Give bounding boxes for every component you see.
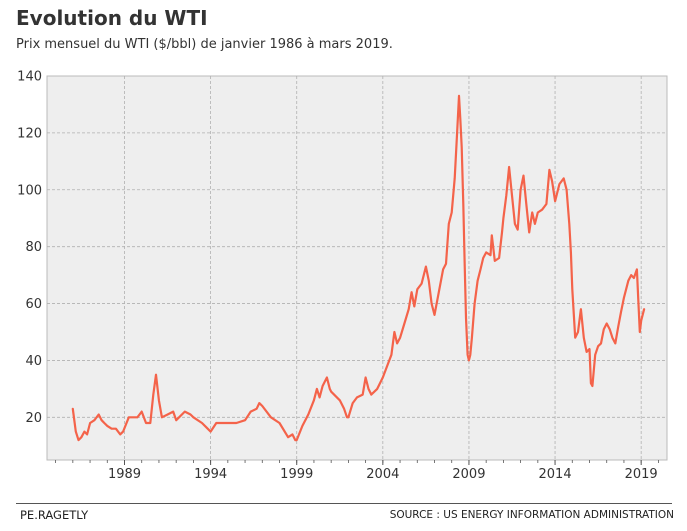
plot-area [46,75,668,461]
x-tick-label: 1989 [108,467,141,482]
y-tick-label: 40 [25,354,42,369]
y-tick-label: 140 [17,70,42,85]
x-tick-label: 2004 [366,467,399,482]
x-tick-label: 2019 [625,467,658,482]
axis-ticks: 20 40 60 80 100 120 140 1989 1994 1999 2004 2009 201… [17,70,659,482]
footer-source: SOURCE : US ENERGY INFORMATION ADMINISTR… [389,509,674,521]
y-tick-label: 100 [17,183,42,198]
y-tick-label: 60 [25,297,42,312]
page-title: Evolution du WTI [16,6,208,30]
series-layer [71,94,646,442]
wti-price-line [71,94,646,442]
wti-line-chart: 20 40 60 80 100 120 140 1989 1994 1999 2004 2009 201… [17,70,668,482]
y-tick-label: 120 [17,126,42,141]
x-tick-label: 2014 [539,467,572,482]
page-subtitle: Prix mensuel du WTI ($/bbl) de janvier 1… [16,37,393,52]
footer-divider [16,503,672,504]
footer-author: PE.RAGETLY [20,508,89,522]
y-tick-label: 20 [25,411,42,426]
grid-lines [47,76,667,460]
x-tick-label: 1999 [280,467,313,482]
x-tick-label: 1994 [194,467,227,482]
x-tick-label: 2009 [452,467,485,482]
y-tick-label: 80 [25,240,42,255]
